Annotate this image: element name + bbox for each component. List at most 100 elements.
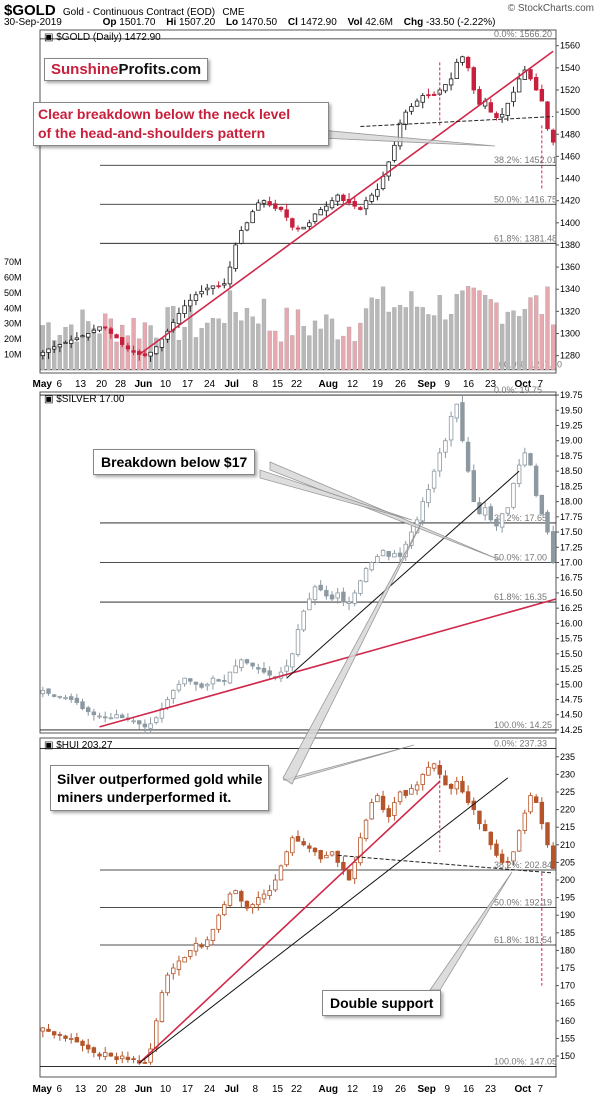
candle-body: [154, 346, 159, 355]
candle-body: [267, 890, 272, 896]
candle-body: [239, 891, 244, 902]
candle-body: [533, 465, 539, 496]
candle-body: [505, 507, 511, 514]
candle-body: [460, 780, 465, 793]
candle-body: [102, 326, 108, 329]
volume-bar: [103, 313, 108, 371]
candle-body: [210, 677, 216, 685]
candle-body: [216, 679, 221, 682]
volume-bar: [114, 341, 119, 371]
x-label-bottom: 24: [204, 1084, 216, 1095]
candle-body: [261, 893, 267, 900]
candle-body: [193, 294, 199, 301]
x-label-top: 15: [272, 379, 284, 390]
candle-body: [85, 1044, 91, 1050]
volume-bar: [505, 311, 510, 371]
y-tick-label: 1300: [560, 328, 580, 338]
candle-body: [369, 194, 374, 202]
candle-body: [74, 697, 80, 703]
y-tick-label: 205: [560, 857, 575, 867]
y-tick-label: 16.25: [560, 603, 583, 613]
volume-bar: [534, 295, 539, 371]
volume-bar: [358, 322, 363, 371]
candle-body: [114, 334, 119, 339]
candle-body: [545, 101, 550, 130]
candle-body: [46, 348, 51, 353]
fib-label: 100.0%: 1267.30: [494, 360, 562, 370]
annotation-gold-breakdown-line1: Clear breakdown below the neck level: [38, 106, 291, 122]
candle-body: [142, 723, 148, 728]
volume-bar: [448, 314, 454, 371]
candle-body: [97, 1053, 102, 1057]
candle-body: [159, 338, 165, 348]
x-label-bottom: 6: [57, 1084, 63, 1095]
candle-body: [550, 531, 556, 563]
volume-bar: [256, 323, 261, 371]
volume-bar: [210, 317, 216, 371]
candle-body: [244, 900, 250, 909]
candle-body: [301, 226, 306, 230]
candle-body: [403, 111, 408, 125]
candle-body: [68, 696, 74, 700]
x-label-bottom: Jul: [225, 1084, 240, 1095]
candle-body: [454, 403, 459, 419]
x-label-top: 13: [75, 379, 87, 390]
y-tick-label: 1340: [560, 284, 580, 294]
candle-body: [182, 957, 187, 963]
candle-body: [539, 88, 545, 102]
candle-body: [522, 69, 528, 80]
y-tick-label: 1460: [560, 151, 580, 161]
candle-body: [131, 720, 136, 723]
candle-body: [222, 904, 227, 916]
volume-bar: [120, 324, 125, 371]
silver-red-trend-line: [99, 598, 557, 728]
volume-bar: [539, 314, 544, 371]
candle-body: [499, 513, 505, 528]
candle-body: [369, 562, 374, 571]
candle-body: [57, 696, 63, 698]
volume-bar: [363, 308, 369, 371]
candle-body: [51, 346, 57, 350]
candle-body: [97, 326, 102, 331]
candle-body: [414, 784, 420, 791]
low-value: 1470.50: [240, 17, 278, 28]
candle-body: [176, 683, 182, 691]
y-tick-label: 155: [560, 1033, 575, 1043]
candle-body: [40, 689, 46, 695]
candle-body: [137, 720, 142, 725]
candle-body: [528, 795, 533, 813]
volume-bar: [420, 307, 425, 371]
candle-body: [448, 784, 454, 789]
candle-body: [318, 209, 323, 216]
volume-bar: [46, 322, 51, 371]
contract-title: Gold - Continuous Contract (EOD): [62, 7, 216, 18]
op-label: Op: [102, 17, 117, 28]
gold-neckline: [360, 116, 554, 128]
candle-body: [108, 328, 114, 334]
candle-body: [460, 402, 465, 442]
volume-bar: [409, 291, 414, 371]
volume-bar: [244, 307, 250, 371]
x-label-top: 26: [395, 379, 407, 390]
x-label-top: 24: [204, 379, 216, 390]
candle-body: [352, 201, 357, 207]
volume-bar: [522, 309, 527, 371]
annotation-double-support: Double support: [322, 990, 442, 1016]
candle-body: [250, 662, 255, 667]
candle-body: [380, 175, 386, 190]
candle-body: [63, 697, 68, 700]
volume-bar: [369, 297, 374, 371]
candle-body: [154, 717, 159, 723]
hui-red-trend-line: [138, 780, 441, 1064]
candle-body: [210, 928, 216, 941]
candle-body: [85, 333, 91, 338]
candle-body: [324, 205, 329, 212]
candle-body: [386, 161, 391, 177]
volume-bar: [375, 298, 380, 371]
logo-part2: Profits.com: [118, 61, 202, 78]
candle-body: [267, 670, 272, 676]
y-tick-label: 17.25: [560, 542, 583, 552]
high-value: 1507.20: [179, 17, 216, 28]
candle-body: [460, 56, 465, 63]
candle-body: [397, 552, 403, 557]
